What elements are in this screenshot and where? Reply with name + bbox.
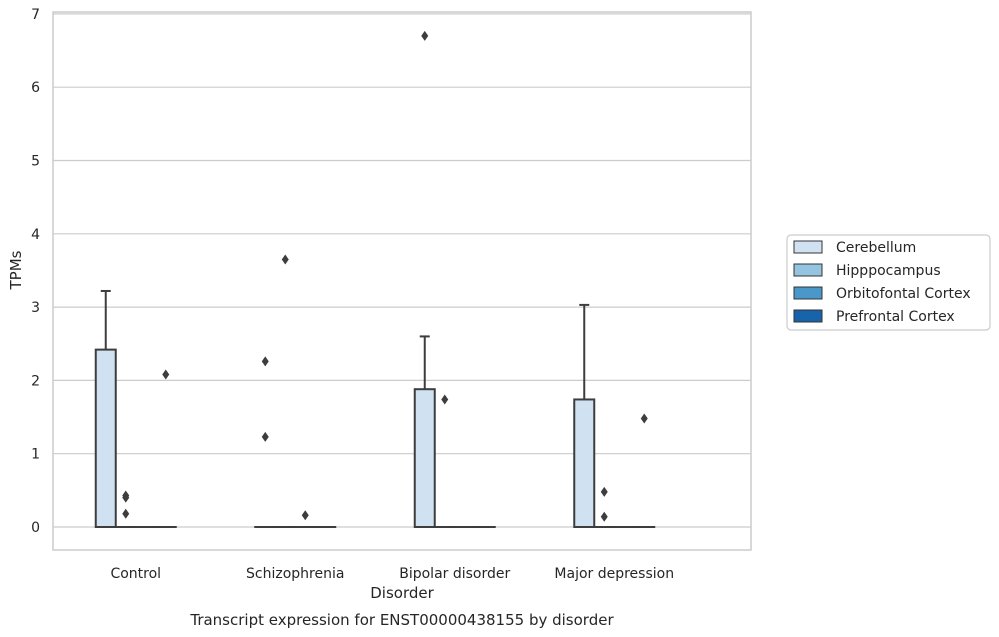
x-tick-label: Bipolar disorder — [399, 566, 510, 582]
legend-label: Cerebellum — [836, 240, 916, 256]
chart-caption: Transcript expression for ENST0000043815… — [189, 611, 614, 629]
legend-label: Hipppocampus — [836, 263, 941, 279]
legend-swatch — [793, 240, 823, 254]
x-tick-label: Major depression — [554, 566, 674, 582]
box — [413, 388, 436, 529]
outlier-point — [441, 394, 449, 405]
y-tick-label: 3 — [31, 300, 40, 316]
outlier-point — [162, 369, 170, 380]
legend-label: Prefrontal Cortex — [836, 309, 955, 325]
y-tick-label: 1 — [31, 447, 40, 463]
y-tick-label: 2 — [31, 373, 40, 389]
y-tick-label: 5 — [31, 154, 40, 170]
gridlines — [53, 13, 751, 528]
outlier-point — [421, 30, 429, 41]
x-tick-labels: Control Schizophrenia Bipolar disorder Majo… — [110, 566, 674, 582]
x-tick-label: Schizophrenia — [246, 566, 344, 582]
box-plot-marks — [94, 30, 656, 529]
outlier-point — [261, 431, 269, 442]
y-tick-label: 0 — [31, 520, 40, 536]
box — [94, 348, 117, 529]
plot-frame — [52, 11, 752, 551]
y-tick-label: 4 — [31, 227, 40, 243]
outlier-point — [261, 356, 269, 367]
legend: Cerebellum Hipppocampus Orbitofontal Corte… — [786, 234, 991, 331]
outlier-point — [301, 510, 309, 521]
outlier-point — [281, 254, 289, 265]
outlier-point — [600, 511, 608, 522]
y-tick-labels: 0 1 2 3 4 5 6 7 — [31, 7, 40, 536]
outlier-point — [640, 413, 648, 424]
y-axis-label: TPMs — [7, 250, 25, 290]
outlier-point — [122, 490, 130, 501]
x-tick-label: Control — [110, 566, 161, 582]
y-tick-label: 6 — [31, 80, 40, 96]
legend-swatch — [793, 286, 823, 300]
legend-swatch — [793, 309, 823, 323]
outlier-point — [600, 486, 608, 497]
legend-frame — [786, 234, 991, 331]
legend-label: Orbitofontal Cortex — [836, 286, 971, 302]
y-tick-label: 7 — [31, 7, 40, 23]
x-axis-label: Disorder — [370, 584, 434, 602]
box — [573, 398, 596, 529]
legend-swatch — [793, 263, 823, 277]
outlier-point — [122, 508, 130, 519]
